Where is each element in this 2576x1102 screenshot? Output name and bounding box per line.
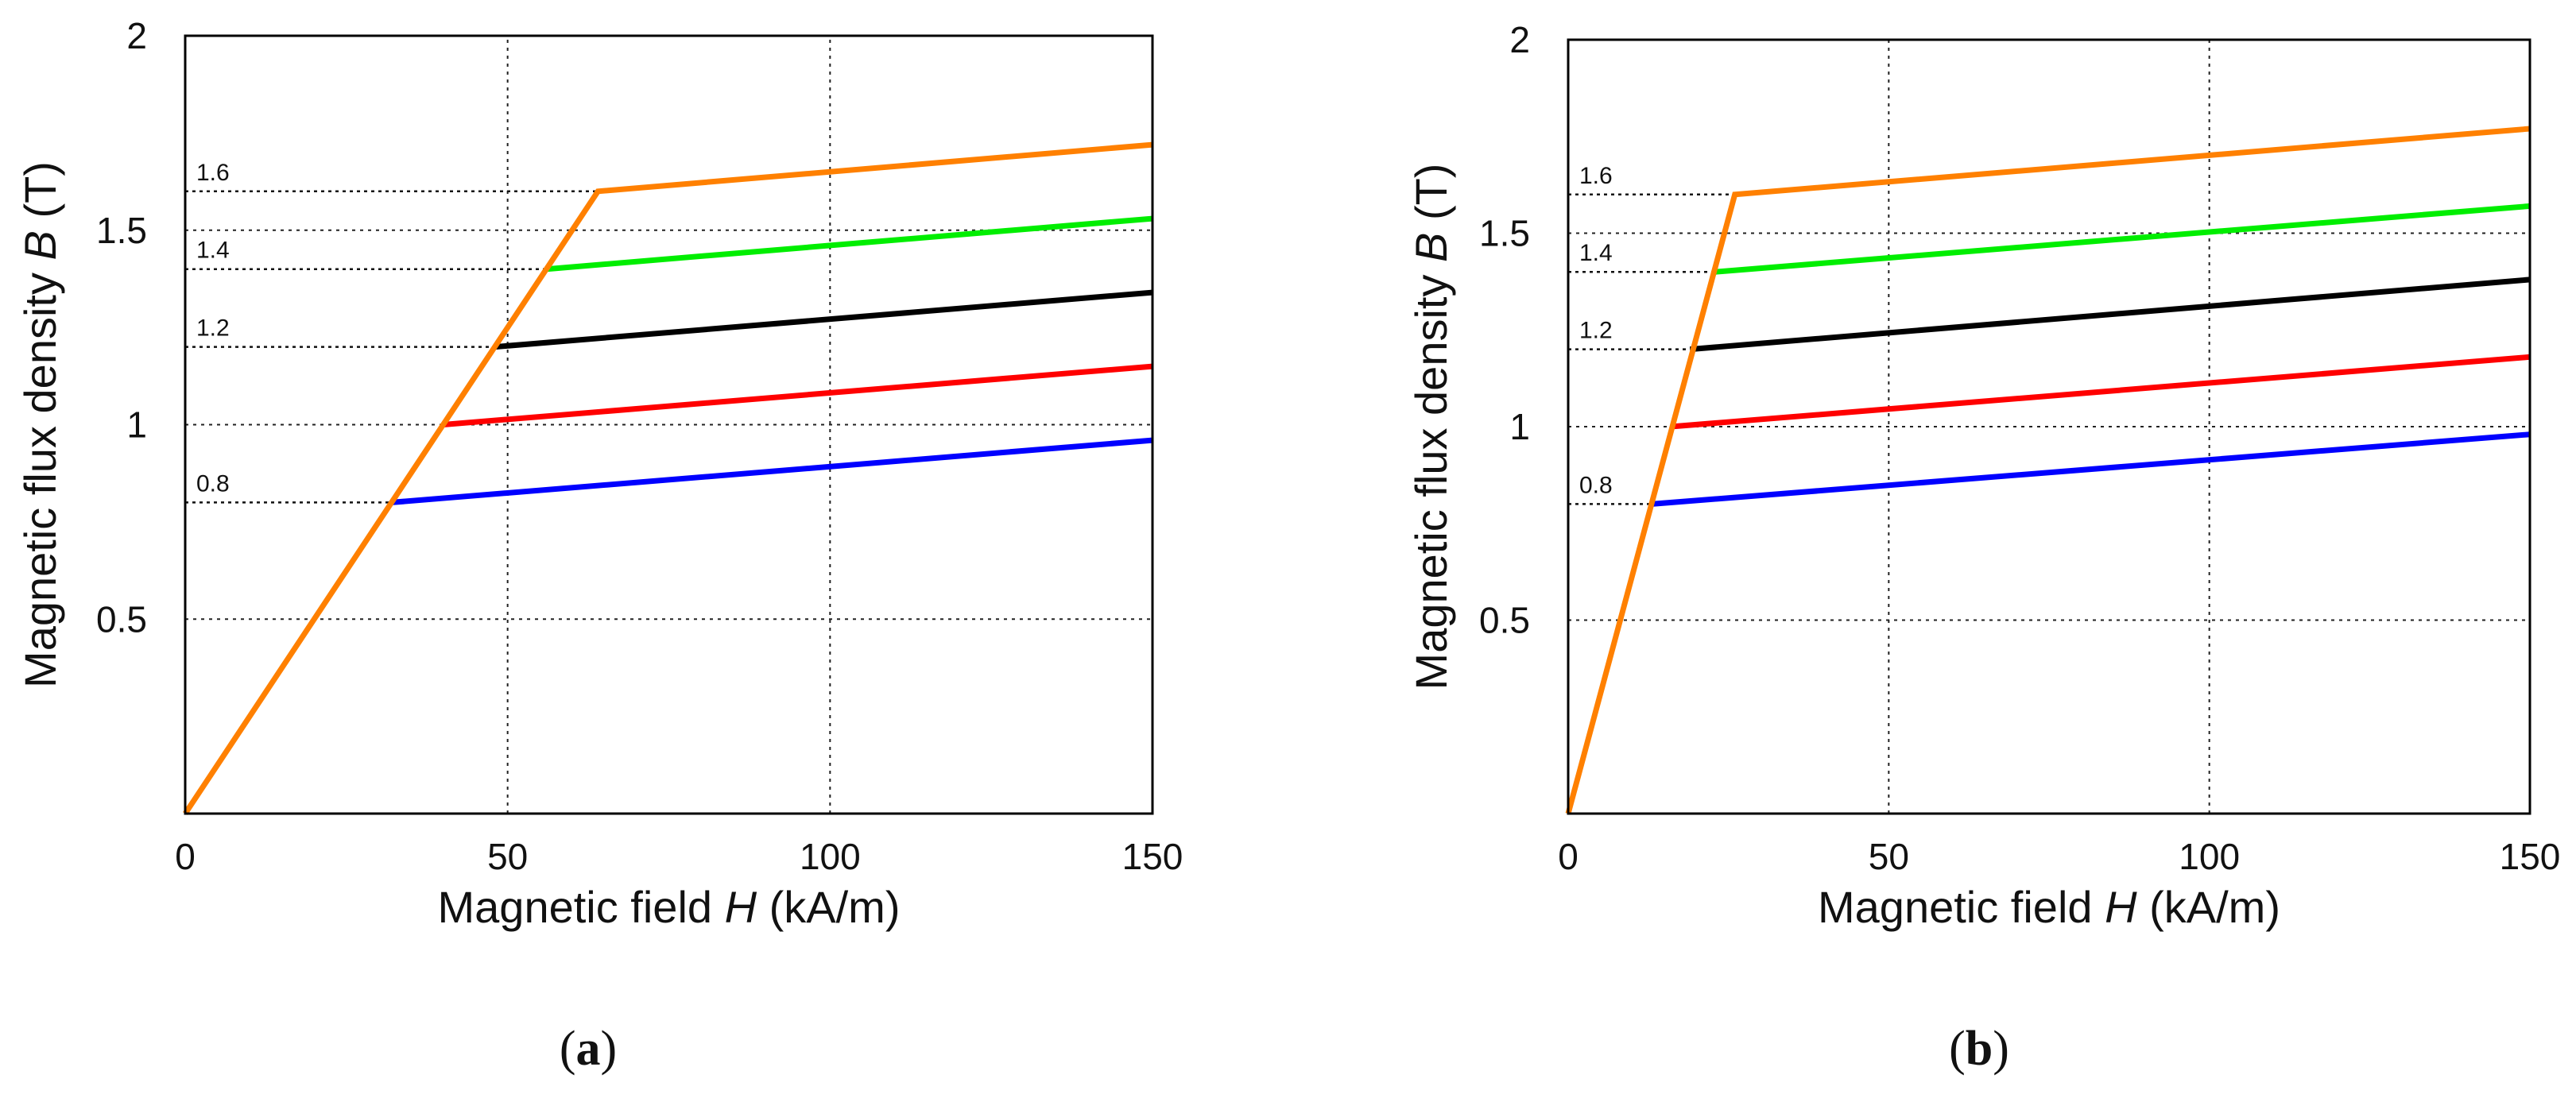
chart-b-y-tick-label: 0.5 — [1479, 600, 1530, 641]
chart-a-series-line — [391, 437, 1153, 505]
chart-a-x-axis-label-var: H — [725, 882, 757, 932]
chart-b-x-tick-label: 0 — [1558, 836, 1579, 877]
chart-a-y-tick-label: 1.5 — [96, 210, 147, 251]
chart-a-series-line — [546, 215, 1153, 273]
chart-b-level-label: 1.6 — [1579, 163, 1613, 189]
chart-b-y-tick-label: 1 — [1509, 406, 1530, 447]
chart-a-y-tick-label: 1 — [126, 404, 147, 446]
chart-b-y-axis-label-text: Magnetic flux density — [1406, 262, 1456, 690]
chart-a-caption-letter: a — [576, 1022, 601, 1076]
chart-a-caption: (a) — [560, 1022, 617, 1076]
chart-a-y-axis-label-unit: (T) — [15, 161, 65, 230]
chart-b-y-axis-label: Magnetic flux density B (T) — [1406, 164, 1456, 690]
chart-panel-b: 1.6 1.4 1.2 0.8 0 50 100 150 0.5 1 1.5 2 Magnetic fi… — [1406, 19, 2560, 1076]
chart-a-caption-close: ) — [601, 1022, 618, 1076]
chart-a-level-label: 1.4 — [196, 238, 230, 264]
chart-b-series-line — [1690, 276, 2531, 353]
chart-a-y-tick-label: 0.5 — [96, 598, 147, 640]
chart-a-level-label: 0.8 — [196, 470, 230, 497]
chart-a-y-axis-label: Magnetic flux density B (T) — [15, 161, 65, 688]
chart-b-level-label: 1.4 — [1579, 240, 1613, 266]
chart-a-y-axis-label-text: Magnetic flux density — [15, 260, 65, 687]
chart-b-x-axis-label-unit: (kA/m) — [2137, 882, 2280, 932]
chart-a-level-label: 1.6 — [196, 160, 230, 186]
chart-b-caption-close: ) — [1993, 1022, 2009, 1076]
chart-b-x-axis-label: Magnetic field H (kA/m) — [1818, 882, 2280, 932]
chart-b-caption: (b) — [1949, 1022, 2009, 1076]
chart-b-series-line — [1715, 203, 2531, 275]
chart-b-series-line — [1651, 431, 2531, 507]
chart-b-y-tick-label: 2 — [1509, 19, 1530, 60]
chart-b-y-axis-label-var: B — [1406, 233, 1456, 262]
chart-b-x-tick-label: 100 — [2179, 836, 2240, 877]
chart-b-series-line — [1670, 354, 2531, 430]
chart-b-x-tick-label: 50 — [1869, 836, 1909, 877]
chart-b-caption-letter: b — [1966, 1022, 1993, 1076]
chart-b-series-line — [1565, 126, 2531, 814]
chart-a-series-line — [443, 363, 1153, 427]
chart-a-x-axis-label-text: Magnetic field — [438, 882, 725, 932]
chart-panel-a: 1.6 1.4 1.2 0.8 0 50 100 150 0.5 1 1.5 2 Magnetic fi… — [15, 15, 1183, 1076]
chart-a-y-axis-label-var: B — [15, 230, 65, 260]
chart-b-plot-frame — [1567, 38, 2531, 815]
chart-b-level-label: 1.2 — [1579, 318, 1613, 344]
chart-a-y-tick-label: 2 — [126, 15, 147, 56]
chart-a-x-tick-label: 150 — [1122, 836, 1183, 877]
chart-a-level-label: 1.2 — [196, 315, 230, 342]
chart-a-series-line — [494, 289, 1153, 350]
chart-b-x-tick-label: 150 — [2500, 836, 2561, 877]
chart-b-y-axis-label-unit: (T) — [1406, 164, 1456, 233]
chart-a-x-axis-label: Magnetic field H (kA/m) — [438, 882, 901, 932]
chart-b-caption-open: ( — [1949, 1022, 1966, 1076]
chart-a-caption-open: ( — [560, 1022, 576, 1076]
chart-a-x-tick-label: 0 — [175, 836, 196, 877]
chart-b-y-tick-label: 1.5 — [1479, 213, 1530, 254]
chart-a-plot-frame — [184, 34, 1154, 815]
chart-a-x-tick-label: 50 — [487, 836, 528, 877]
chart-b-x-axis-label-text: Magnetic field — [1818, 882, 2105, 932]
chart-b-x-axis-label-var: H — [2105, 882, 2137, 932]
chart-a-x-axis-label-unit: (kA/m) — [757, 882, 900, 932]
chart-b-level-label: 0.8 — [1579, 472, 1613, 498]
chart-a-x-tick-label: 100 — [800, 836, 861, 877]
chart-a-series-line — [183, 141, 1153, 815]
